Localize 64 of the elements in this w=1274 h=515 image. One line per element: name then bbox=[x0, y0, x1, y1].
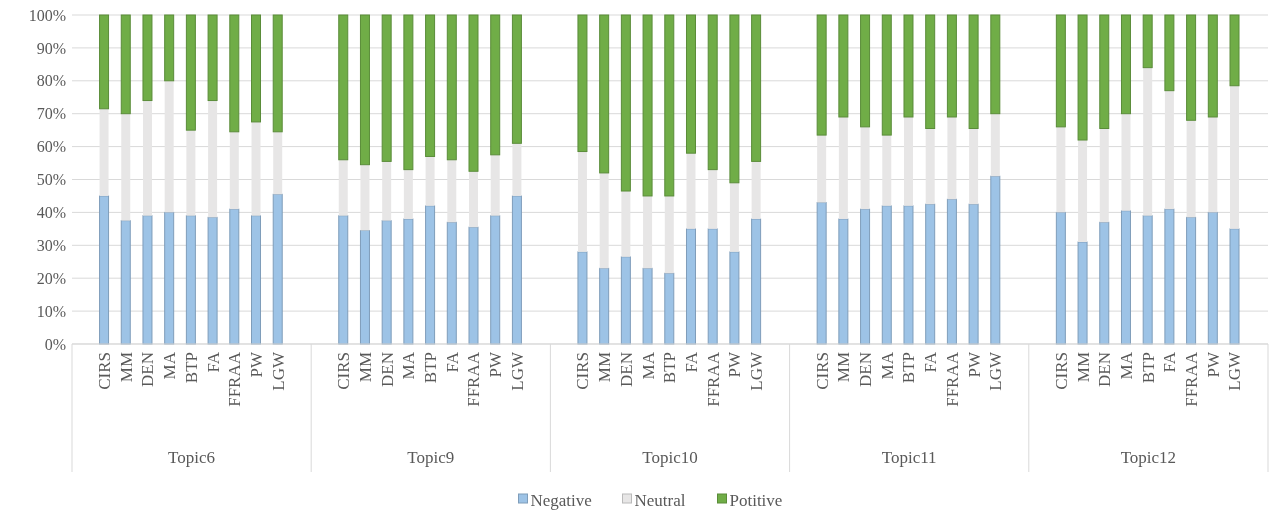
legend-label: Potitive bbox=[729, 490, 783, 510]
x-tick-label: LGW bbox=[986, 351, 1006, 391]
x-tick-label: MA bbox=[638, 351, 658, 380]
x-tick-label: DEN bbox=[138, 352, 158, 387]
text: Topic9 bbox=[407, 448, 455, 467]
x-tick-label: FFRAA bbox=[464, 351, 484, 407]
x-tick-label: BTP bbox=[421, 352, 441, 384]
y-tick-label: 70% bbox=[36, 105, 66, 123]
x-tick-label: PW bbox=[246, 351, 266, 378]
x-tick-label: BTP bbox=[899, 352, 919, 384]
x-tick-label: DEN bbox=[377, 352, 397, 387]
x-tick-label: FFRAA bbox=[225, 351, 245, 407]
x-tick-label: PW bbox=[486, 351, 506, 378]
y-tick-label: 30% bbox=[36, 236, 66, 254]
y-tick-label: 50% bbox=[36, 171, 66, 189]
x-tick-label: FFRAA bbox=[942, 351, 962, 407]
x-tick-label: MM bbox=[595, 352, 615, 383]
x-tick-label: PW bbox=[725, 351, 745, 378]
y-tick-label: 60% bbox=[36, 138, 66, 156]
x-tick-label: FA bbox=[1160, 351, 1180, 373]
x-tick-label: LGW bbox=[507, 351, 527, 391]
x-tick-label: PW bbox=[964, 351, 984, 378]
x-tick-label: MM bbox=[355, 352, 375, 383]
x-tick-label: CIRS bbox=[95, 352, 114, 390]
x-tick-label: DEN bbox=[1095, 352, 1115, 387]
y-tick-label: 40% bbox=[36, 204, 66, 221]
text: Topic6 bbox=[168, 448, 216, 467]
x-tick-label: DEN bbox=[856, 352, 876, 387]
x-tick-label: FA bbox=[203, 351, 223, 373]
legend-label: Neutral bbox=[634, 490, 686, 510]
y-tick-label: 20% bbox=[36, 269, 66, 287]
x-tick-label: CIRS bbox=[334, 352, 354, 390]
y-tick-label: 90% bbox=[36, 39, 66, 57]
x-tick-label: CIRS bbox=[812, 352, 832, 390]
x-tick-label: DEN bbox=[616, 352, 636, 387]
x-tick-label: BTP bbox=[181, 352, 201, 384]
legend-label: Negative bbox=[530, 490, 592, 510]
x-tick-label: PW bbox=[1203, 351, 1223, 378]
x-tick-label: MM bbox=[834, 352, 854, 383]
x-tick-label: LGW bbox=[1225, 351, 1245, 391]
x-tick-label: MA bbox=[877, 351, 897, 380]
x-tick-label: FA bbox=[442, 351, 462, 373]
y-tick-label: 100% bbox=[28, 6, 66, 24]
x-tick-label: FA bbox=[921, 351, 941, 373]
x-tick-label: MM bbox=[1073, 352, 1093, 383]
y-tick-label: 0% bbox=[44, 335, 66, 353]
text: Topic12 bbox=[1120, 448, 1177, 467]
x-tick-label: FFRAA bbox=[1182, 351, 1202, 407]
x-tick-label: FFRAA bbox=[703, 351, 723, 407]
x-tick-label: BTP bbox=[1138, 352, 1158, 384]
y-tick-label: 10% bbox=[36, 302, 66, 320]
x-tick-label: CIRS bbox=[573, 352, 593, 390]
x-tick-label: FA bbox=[681, 351, 701, 373]
x-tick-label: LGW bbox=[268, 351, 288, 391]
x-tick-label: MM bbox=[116, 352, 136, 383]
x-tick-label: MA bbox=[1116, 351, 1136, 380]
x-tick-label: MA bbox=[399, 351, 419, 380]
x-tick-label: CIRS bbox=[1051, 352, 1071, 390]
x-tick-label: BTP bbox=[660, 352, 680, 384]
x-tick-label: MA bbox=[160, 351, 180, 380]
text: Topic10 bbox=[642, 448, 698, 467]
y-tick-label: 80% bbox=[36, 72, 66, 90]
text: Topic11 bbox=[881, 448, 937, 467]
x-tick-label: LGW bbox=[747, 351, 767, 391]
